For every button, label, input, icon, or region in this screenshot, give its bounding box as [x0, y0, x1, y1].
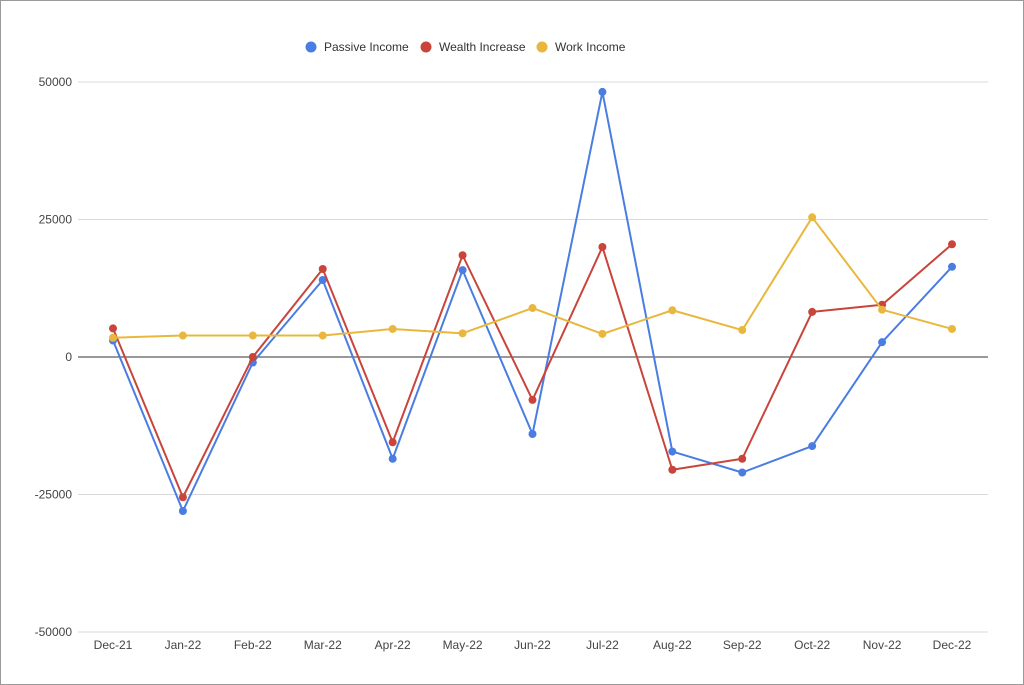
- series-work-income: [109, 213, 956, 342]
- data-point: [248, 331, 257, 340]
- y-axis-ticks: 50000 25000 0 -25000 -50000: [35, 75, 73, 639]
- legend-marker: [420, 41, 432, 53]
- data-point: [458, 251, 467, 260]
- data-point: [528, 304, 537, 313]
- y-tick-label: -25000: [35, 488, 73, 502]
- data-point: [598, 87, 607, 96]
- data-point: [458, 266, 467, 275]
- legend-label: Work Income: [555, 40, 626, 54]
- data-point: [178, 331, 187, 340]
- data-point: [109, 333, 117, 342]
- data-point: [388, 438, 397, 447]
- data-point: [668, 447, 677, 456]
- data-point: [318, 276, 327, 284]
- data-point: [668, 465, 677, 474]
- y-tick-label: 50000: [39, 75, 73, 89]
- series-passive-income: [109, 87, 956, 515]
- x-tick-label: Jan-22: [165, 638, 202, 652]
- data-point: [948, 262, 956, 271]
- series-group: [109, 87, 956, 515]
- legend-marker: [305, 41, 317, 53]
- y-tick-label: 25000: [39, 213, 73, 227]
- x-tick-label: Apr-22: [375, 638, 411, 652]
- legend-label: Wealth Increase: [439, 40, 526, 54]
- data-point: [808, 442, 817, 451]
- gridlines: [78, 81, 988, 633]
- data-point: [598, 243, 607, 251]
- x-tick-label: Jun-22: [514, 638, 551, 652]
- x-axis-ticks: Dec-21 Jan-22 Feb-22 Mar-22 Apr-22 May-22 Jun-…: [94, 638, 972, 652]
- legend: Passive Income Wealth Increase Work Income: [305, 40, 626, 54]
- x-tick-label: Aug-22: [653, 638, 692, 652]
- data-point: [878, 305, 887, 314]
- x-tick-label: Nov-22: [863, 638, 902, 652]
- x-tick-label: Jul-22: [586, 638, 619, 652]
- series-line: [112, 243, 953, 499]
- series-line: [112, 216, 953, 339]
- data-point: [528, 395, 537, 404]
- data-point: [808, 307, 817, 316]
- x-tick-label: Mar-22: [304, 638, 342, 652]
- x-tick-label: Sep-22: [723, 638, 762, 652]
- data-point: [318, 331, 327, 340]
- y-tick-label: -50000: [35, 625, 73, 639]
- legend-label: Passive Income: [324, 40, 409, 54]
- legend-marker: [536, 41, 548, 53]
- data-point: [948, 324, 956, 333]
- series-line: [112, 90, 953, 512]
- data-point: [738, 454, 747, 463]
- series-wealth-increase: [109, 240, 956, 502]
- data-point: [598, 329, 607, 338]
- data-point: [948, 240, 956, 249]
- data-point: [738, 326, 747, 335]
- data-point: [878, 338, 887, 347]
- data-point: [388, 454, 397, 463]
- x-tick-label: May-22: [443, 638, 483, 652]
- data-point: [109, 324, 117, 333]
- data-point: [528, 430, 537, 438]
- x-tick-label: Dec-21: [94, 638, 133, 652]
- x-tick-label: Dec-22: [933, 638, 972, 652]
- data-point: [738, 468, 747, 477]
- data-point: [178, 493, 187, 502]
- data-point: [808, 213, 817, 222]
- data-point: [318, 265, 327, 273]
- data-point: [458, 329, 467, 338]
- x-tick-label: Oct-22: [794, 638, 830, 652]
- data-point: [668, 306, 677, 315]
- x-tick-label: Feb-22: [234, 638, 272, 652]
- y-tick-label: 0: [65, 350, 72, 364]
- data-point: [248, 353, 257, 361]
- data-point: [388, 324, 397, 333]
- data-point: [178, 507, 187, 515]
